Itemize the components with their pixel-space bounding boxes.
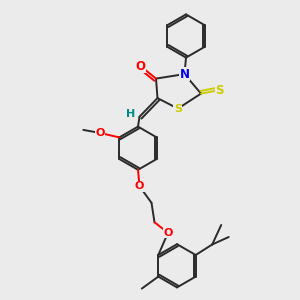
Text: O: O xyxy=(163,228,173,238)
Text: O: O xyxy=(135,59,146,73)
Text: O: O xyxy=(135,181,144,191)
Text: N: N xyxy=(179,68,190,81)
Text: S: S xyxy=(215,83,224,97)
Text: H: H xyxy=(127,109,136,119)
Text: S: S xyxy=(174,103,182,114)
Text: O: O xyxy=(95,128,104,138)
